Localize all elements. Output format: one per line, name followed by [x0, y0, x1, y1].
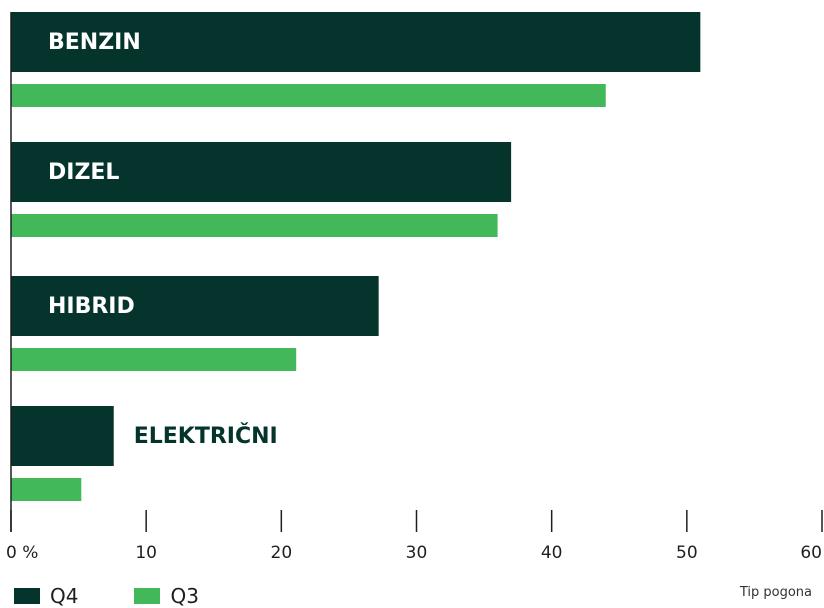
x-tick-label-30: 30 — [406, 543, 428, 563]
bars-group — [11, 12, 701, 501]
legend-item-q3: Q3 — [134, 584, 199, 608]
category-label-dizel: DIZEL — [48, 160, 119, 185]
labels-group: BENZIN DIZEL HIBRID ELEKTRIČNI — [48, 30, 278, 449]
legend: Q4 Q3 — [14, 584, 199, 608]
bar-q4-dizel — [11, 142, 512, 202]
legend-item-q4: Q4 — [14, 584, 78, 608]
legend-label-q3: Q3 — [170, 584, 199, 608]
category-label-hibrid: HIBRID — [48, 294, 135, 319]
bar-q3-dizel — [11, 214, 498, 237]
category-label-elektricni: ELEKTRIČNI — [134, 423, 278, 449]
bar-q4-elektricni — [11, 406, 114, 466]
legend-swatch-q4 — [14, 588, 40, 604]
bar-q3-elektricni — [11, 478, 82, 501]
bar-q3-hibrid — [11, 348, 297, 371]
category-label-benzin: BENZIN — [48, 30, 141, 55]
axis-caption: Tip pogona — [739, 585, 812, 600]
legend-label-q4: Q4 — [50, 584, 79, 608]
x-tick-label-60: 60 — [800, 543, 822, 563]
bar-q4-hibrid — [11, 276, 379, 336]
bar-chart: 0 % 10 20 30 40 50 60 BENZIN DIZEL HIBRID ELEKTRI… — [6, 12, 823, 563]
x-tick-label-0: 0 % — [6, 543, 38, 563]
x-tick-label-40: 40 — [541, 543, 563, 563]
x-tick-label-50: 50 — [676, 543, 698, 563]
bar-q4-benzin — [11, 12, 701, 72]
axes-group: 0 % 10 20 30 40 50 60 — [6, 12, 823, 563]
legend-swatch-q3 — [134, 588, 161, 604]
x-tick-label-10: 10 — [135, 543, 157, 563]
x-tick-label-20: 20 — [271, 543, 293, 563]
bar-q3-benzin — [11, 84, 606, 107]
